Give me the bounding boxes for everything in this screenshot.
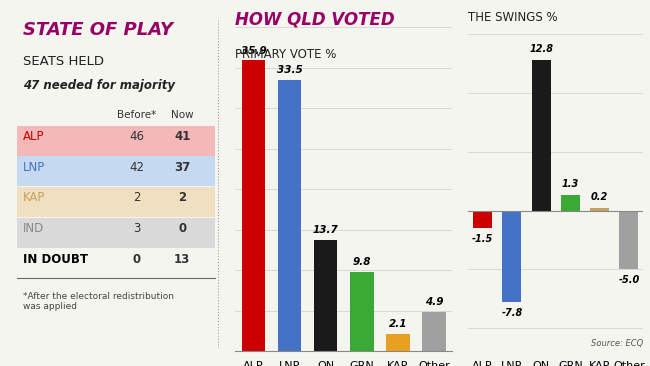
- Bar: [619, 210, 638, 269]
- Text: Before*: Before*: [117, 110, 157, 120]
- Text: 42: 42: [129, 161, 144, 174]
- Text: -7.8: -7.8: [501, 308, 523, 318]
- Bar: [502, 210, 521, 302]
- Bar: [590, 208, 609, 210]
- Text: 37: 37: [174, 161, 190, 174]
- Text: PRIMARY VOTE %: PRIMARY VOTE %: [235, 48, 337, 61]
- Text: 12.8: 12.8: [529, 44, 553, 55]
- Text: 0.2: 0.2: [591, 192, 608, 202]
- FancyBboxPatch shape: [17, 187, 215, 217]
- Bar: [532, 60, 551, 210]
- Text: 13.7: 13.7: [313, 225, 339, 235]
- Text: ALP: ALP: [23, 130, 45, 143]
- FancyBboxPatch shape: [17, 218, 215, 247]
- Bar: [473, 210, 492, 228]
- Text: 2: 2: [133, 191, 140, 204]
- Text: HOW QLD VOTED: HOW QLD VOTED: [235, 11, 395, 29]
- Bar: [561, 195, 580, 210]
- Bar: [242, 60, 265, 351]
- Text: 0: 0: [133, 253, 141, 266]
- FancyBboxPatch shape: [17, 126, 215, 156]
- Text: 2: 2: [178, 191, 187, 204]
- Bar: [350, 272, 374, 351]
- Text: 33.5: 33.5: [277, 65, 302, 75]
- Text: THE SWINGS %: THE SWINGS %: [468, 11, 558, 24]
- Text: 13: 13: [174, 253, 190, 266]
- Text: STATE OF PLAY: STATE OF PLAY: [23, 21, 174, 39]
- Text: IND: IND: [23, 222, 45, 235]
- Text: Source: ECQ: Source: ECQ: [592, 339, 644, 348]
- Text: 35.9: 35.9: [240, 45, 266, 56]
- Text: 1.3: 1.3: [562, 179, 579, 189]
- Text: 2.1: 2.1: [389, 320, 407, 329]
- Text: *After the electoral redistribution
was applied: *After the electoral redistribution was …: [23, 292, 174, 311]
- Text: KAP: KAP: [23, 191, 46, 204]
- Bar: [422, 311, 446, 351]
- Text: 3: 3: [133, 222, 140, 235]
- Text: 0: 0: [178, 222, 187, 235]
- Text: 47 needed for majority: 47 needed for majority: [23, 79, 176, 92]
- Text: 41: 41: [174, 130, 190, 143]
- Text: IN DOUBT: IN DOUBT: [23, 253, 88, 266]
- Bar: [314, 240, 337, 351]
- Text: 46: 46: [129, 130, 144, 143]
- Text: SEATS HELD: SEATS HELD: [23, 55, 104, 68]
- Text: 4.9: 4.9: [425, 297, 443, 307]
- Text: LNP: LNP: [23, 161, 46, 174]
- Bar: [278, 80, 302, 351]
- Text: Now: Now: [171, 110, 194, 120]
- Text: 9.8: 9.8: [352, 257, 371, 267]
- Text: -5.0: -5.0: [618, 275, 640, 285]
- FancyBboxPatch shape: [17, 156, 215, 186]
- Text: -1.5: -1.5: [472, 234, 493, 244]
- Bar: [386, 335, 410, 351]
